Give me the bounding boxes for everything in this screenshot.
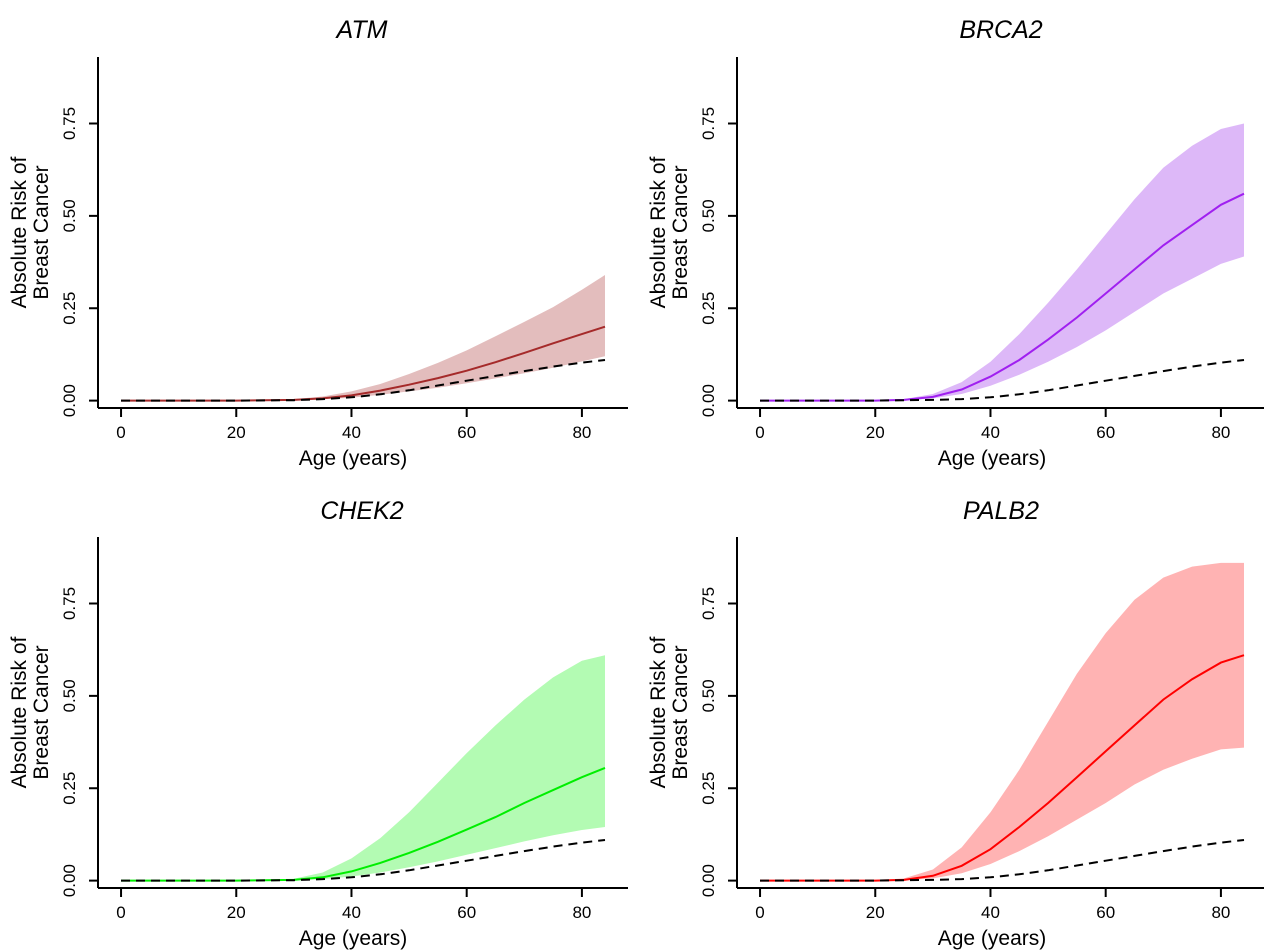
x-tick-label: 20	[227, 423, 246, 442]
x-axis-label: Age (years)	[299, 447, 408, 470]
x-tick-label: 0	[116, 423, 125, 442]
y-axis-label-line2: Breast Cancer	[30, 645, 53, 779]
y-tick-label: 0.00	[699, 384, 718, 417]
x-tick-label: 20	[866, 423, 885, 442]
x-axis-label: Age (years)	[299, 927, 408, 950]
chart-panel-2: 0 20 40 60 80 0.00 0.25 0.50 0.75 Age (years) Abso…	[647, 16, 1264, 470]
y-tick-label: 0.25	[60, 292, 79, 325]
y-tick-label: 0.75	[699, 107, 718, 140]
x-tick-label: 0	[755, 423, 764, 442]
y-axis-label-line2: Breast Cancer	[669, 165, 692, 299]
confidence-band	[760, 123, 1244, 401]
y-tick-label: 0.25	[699, 292, 718, 325]
y-axis-label-line1: Absolute Risk of	[647, 636, 670, 788]
y-tick-label: 0.50	[699, 679, 718, 712]
carrier-risk-line	[760, 654, 1245, 882]
y-tick-label: 0.25	[699, 772, 718, 805]
y-axis-label-line1: Absolute Risk of	[647, 156, 670, 308]
y-tick-label: 0.25	[60, 772, 79, 805]
x-tick-label: 40	[342, 903, 361, 922]
x-tick-label: 80	[572, 903, 591, 922]
reference-risk-dashed-line	[121, 359, 606, 402]
carrier-risk-line	[760, 192, 1245, 402]
x-tick-label: 0	[755, 903, 764, 922]
panel-title: ATM	[335, 16, 388, 44]
carrier-risk-line	[121, 766, 606, 882]
x-tick-label: 60	[1096, 903, 1115, 922]
x-tick-label: 80	[1211, 903, 1230, 922]
x-tick-label: 80	[572, 423, 591, 442]
y-axis-label-line1: Absolute Risk of	[8, 636, 31, 788]
panel-title: PALB2	[963, 497, 1039, 525]
y-axis-label-line2: Breast Cancer	[669, 645, 692, 779]
x-tick-label: 20	[866, 903, 885, 922]
chart-panel-4: 0 20 40 60 80 0.00 0.25 0.50 0.75 Age (years) Abso…	[647, 497, 1264, 950]
chart-panel-3: 0 20 40 60 80 0.00 0.25 0.50 0.75 Age (years) Abso…	[8, 497, 628, 950]
carrier-risk-line	[121, 325, 606, 402]
y-tick-label: 0.50	[699, 199, 718, 232]
reference-risk-dashed-line	[760, 359, 1245, 402]
reference-risk-dashed-line	[121, 839, 606, 882]
x-tick-label: 40	[981, 903, 1000, 922]
reference-risk-dashed-line	[760, 839, 1245, 882]
panel-title: CHEK2	[320, 497, 403, 525]
panel-title: BRCA2	[959, 16, 1042, 44]
y-axis-label-line2: Breast Cancer	[30, 165, 53, 299]
y-tick-label: 0.50	[60, 199, 79, 232]
x-tick-label: 60	[1096, 423, 1115, 442]
x-tick-label: 40	[981, 423, 1000, 442]
x-tick-label: 0	[116, 903, 125, 922]
confidence-band	[121, 655, 605, 881]
x-tick-label: 40	[342, 423, 361, 442]
y-tick-label: 0.00	[699, 864, 718, 897]
y-tick-label: 0.75	[699, 587, 718, 620]
x-axis-label: Age (years)	[938, 927, 1047, 950]
y-tick-label: 0.00	[60, 864, 79, 897]
x-tick-label: 60	[457, 903, 476, 922]
x-tick-label: 80	[1211, 423, 1230, 442]
x-tick-label: 60	[457, 423, 476, 442]
x-axis-label: Age (years)	[938, 447, 1047, 470]
y-tick-label: 0.75	[60, 107, 79, 140]
y-tick-label: 0.50	[60, 679, 79, 712]
y-axis-label-line1: Absolute Risk of	[8, 156, 31, 308]
chart-panel-1: 0 20 40 60 80 0.00 0.25 0.50 0.75 Age (years) Abso…	[8, 16, 628, 470]
x-tick-label: 20	[227, 903, 246, 922]
confidence-band	[760, 562, 1244, 881]
confidence-band	[121, 275, 605, 401]
y-tick-label: 0.00	[60, 384, 79, 417]
y-tick-label: 0.75	[60, 587, 79, 620]
